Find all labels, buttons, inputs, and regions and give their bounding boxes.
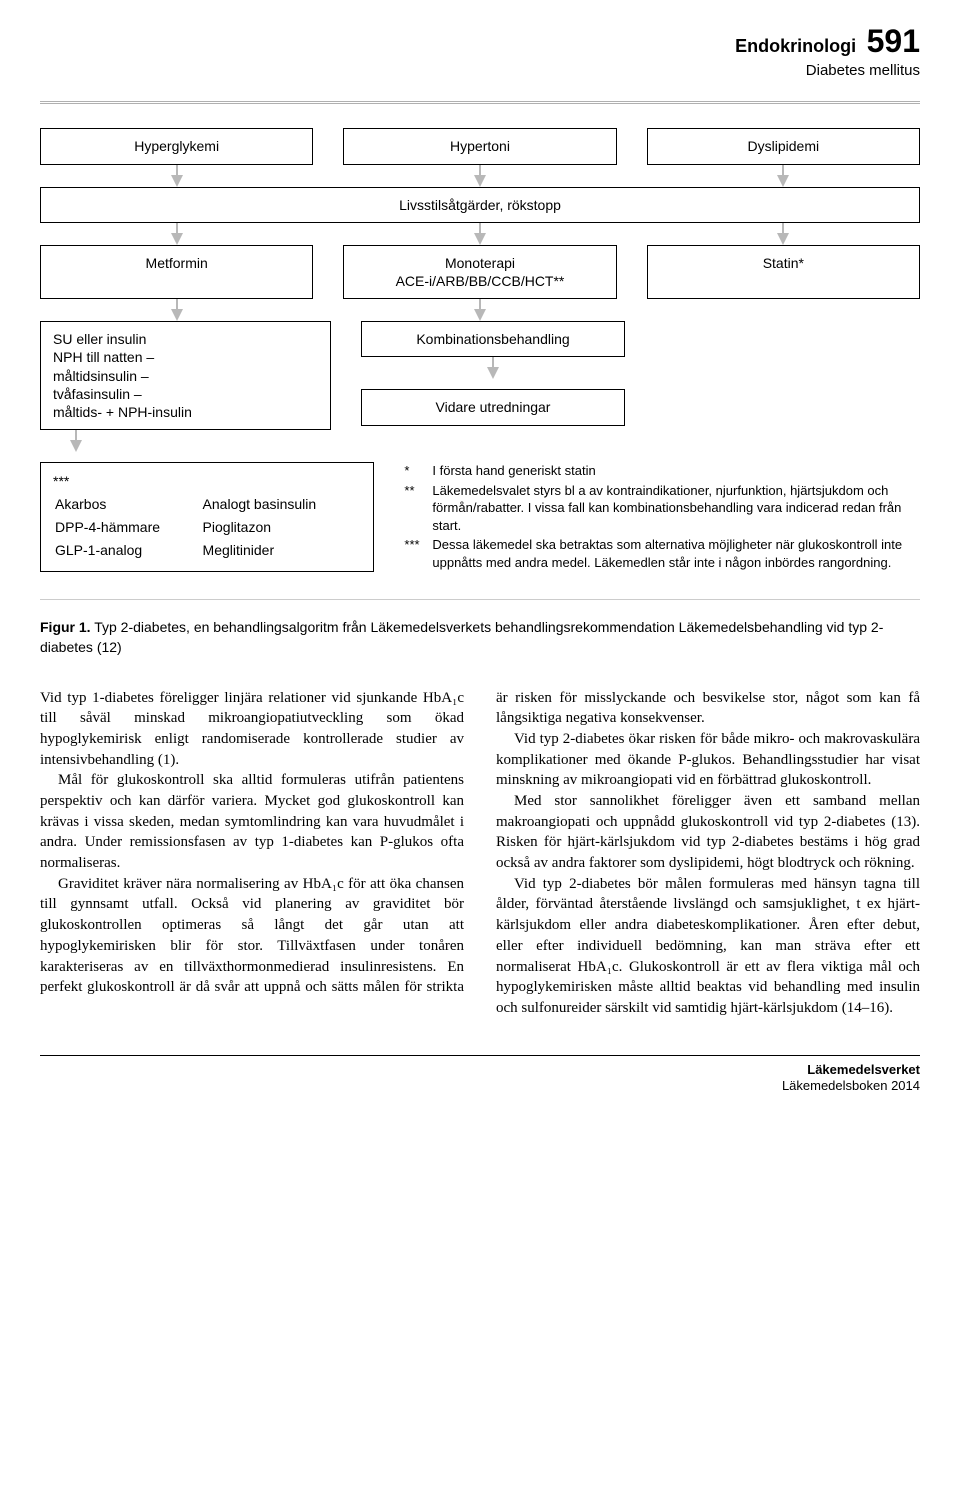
fc-alt-l3a: GLP-1-analog: [55, 540, 201, 561]
page-number: 591: [867, 23, 920, 59]
fc-alt-l2b: Pioglitazon: [203, 517, 360, 538]
fc-su-line1: SU eller insulin: [53, 330, 318, 348]
footer-line1: Läkemedelsverket: [40, 1062, 920, 1079]
fc-su-line3: måltidsinsulin –: [53, 367, 318, 385]
arrow-down-icon: [474, 233, 486, 245]
body-p5: Med stor sannolikhet föreligger även ett…: [496, 791, 920, 874]
arrow-down-icon: [777, 175, 789, 187]
arrow-down-icon: [474, 175, 486, 187]
fc-monoterapi-line2: ACE-i/ARB/BB/CCB/HCT**: [356, 272, 603, 290]
figure-caption: Figur 1. Typ 2-diabetes, en behandlingsa…: [40, 599, 920, 657]
fc-footnotes: *I första hand generiskt statin **Läkeme…: [404, 462, 920, 573]
fc-alt-l3b: Meglitinider: [203, 540, 360, 561]
fc-alt-l2a: DPP-4-hämmare: [55, 517, 201, 538]
fc-hypertoni: Hypertoni: [343, 128, 616, 164]
fc-alt-l1a: Akarbos: [55, 494, 201, 515]
footer-line2: Läkemedelsboken 2014: [40, 1078, 920, 1095]
fc-alternatives-box: *** Akarbos Analogt basinsulin DPP-4-häm…: [40, 462, 374, 572]
fc-su-line4: tvåfasinsulin –: [53, 385, 318, 403]
fc-statin: Statin*: [647, 245, 920, 299]
header-rule: [40, 101, 920, 104]
arrow-down-icon: [171, 309, 183, 321]
caption-label: Figur 1.: [40, 619, 91, 635]
body-text: Vid typ 1-diabetes föreligger linjära re…: [40, 688, 920, 1019]
flowchart: Hyperglykemi Hypertoni Dyslipidemi Livss…: [40, 128, 920, 573]
fc-stars: ***: [53, 471, 361, 492]
fc-hyperglykemi: Hyperglykemi: [40, 128, 313, 164]
fc-vidare: Vidare utredningar: [361, 389, 626, 425]
body-p6: Vid typ 2-diabetes bör målen formuleras …: [496, 874, 920, 1019]
arrow-down-icon: [171, 175, 183, 187]
fc-alt-l1b: Analogt basinsulin: [203, 494, 360, 515]
fc-fn2: Läkemedelsvalet styrs bl a av kontraindi…: [432, 482, 920, 535]
fc-su-line2: NPH till natten –: [53, 348, 318, 366]
fc-fn1: I första hand generiskt statin: [432, 462, 595, 480]
header-subtitle: Diabetes mellitus: [40, 61, 920, 81]
fc-su-insulin: SU eller insulin NPH till natten – målti…: [40, 321, 331, 430]
arrow-down-icon: [777, 233, 789, 245]
fc-monoterapi-line1: Monoterapi: [356, 254, 603, 272]
arrow-down-icon: [487, 367, 499, 379]
fc-livsstilsatgarder: Livsstilsåtgärder, rökstopp: [40, 187, 920, 223]
fc-fn3: Dessa läkemedel ska betraktas som altern…: [432, 536, 920, 571]
arrow-down-icon: [474, 309, 486, 321]
fc-su-line5: måltids- + NPH-insulin: [53, 403, 318, 421]
header-topic: Endokrinologi: [735, 36, 856, 56]
fc-metformin: Metformin: [40, 245, 313, 299]
fc-monoterapi: Monoterapi ACE-i/ARB/BB/CCB/HCT**: [343, 245, 616, 299]
page-footer: Läkemedelsverket Läkemedelsboken 2014: [40, 1055, 920, 1096]
page-header: Endokrinologi 591 Diabetes mellitus: [40, 20, 920, 81]
fc-kombinations: Kombinationsbehandling: [361, 321, 626, 357]
body-p4: Vid typ 2-diabetes ökar risken för både …: [496, 729, 920, 791]
arrow-down-icon: [70, 440, 82, 452]
fc-dyslipidemi: Dyslipidemi: [647, 128, 920, 164]
caption-text: Typ 2-diabetes, en behandlingsalgoritm f…: [40, 619, 883, 655]
arrow-down-icon: [171, 233, 183, 245]
body-p2: Mål för glukoskontroll ska alltid formul…: [40, 770, 464, 873]
body-p1: Vid typ 1-diabetes föreligger linjära re…: [40, 688, 464, 771]
